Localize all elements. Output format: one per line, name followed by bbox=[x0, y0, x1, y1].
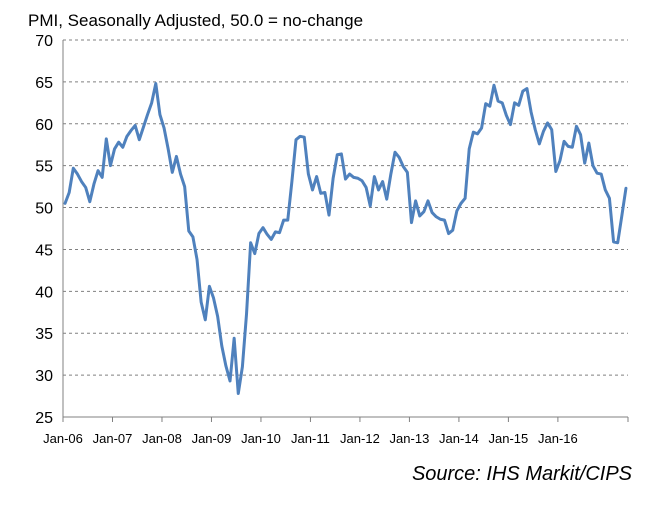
x-tick-label: Jan-14 bbox=[439, 431, 479, 446]
axes bbox=[62, 40, 629, 422]
y-tick-label: 70 bbox=[35, 33, 53, 50]
y-tick-label: 45 bbox=[35, 242, 53, 259]
y-tick-label: 55 bbox=[35, 159, 53, 176]
x-tick-label: Jan-06 bbox=[43, 431, 83, 446]
series-layer bbox=[63, 82, 628, 396]
pmi-series-line bbox=[63, 82, 628, 396]
x-tick-label: Jan-07 bbox=[93, 431, 133, 446]
x-tick-label: Jan-09 bbox=[192, 431, 232, 446]
y-tick-label: 50 bbox=[35, 201, 53, 218]
y-tick-label: 40 bbox=[35, 284, 53, 301]
source-note: Source: IHS Markit/CIPS bbox=[411, 463, 632, 485]
y-tick-labels: 25 30 35 40 45 50 55 60 65 70 bbox=[35, 33, 53, 427]
y-tick-label: 60 bbox=[35, 117, 53, 134]
y-tick-label: 30 bbox=[35, 368, 53, 385]
y-tick-label: 65 bbox=[35, 75, 53, 92]
x-tick-label: Jan-10 bbox=[241, 431, 281, 446]
y-tick-label: 35 bbox=[35, 326, 53, 343]
x-tick-label: Jan-16 bbox=[538, 431, 578, 446]
x-tick-label: Jan-13 bbox=[390, 431, 430, 446]
y-tick-label: 25 bbox=[35, 410, 53, 427]
x-tick-labels: Jan-06 Jan-07 Jan-08 Jan-09 Jan-10 Jan-11 Jan-… bbox=[43, 431, 578, 446]
gridlines bbox=[63, 39, 628, 376]
x-tick-label: Jan-12 bbox=[340, 431, 380, 446]
x-tick-label: Jan-15 bbox=[489, 431, 529, 446]
x-tick-label: Jan-11 bbox=[291, 431, 330, 446]
x-tick-label: Jan-08 bbox=[142, 431, 182, 446]
chart-title: PMI, Seasonally Adjusted, 50.0 = no-chan… bbox=[28, 11, 363, 30]
